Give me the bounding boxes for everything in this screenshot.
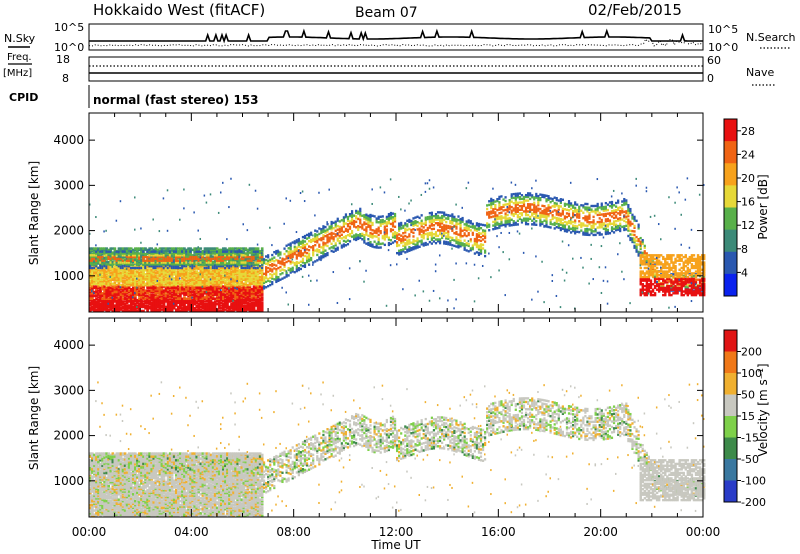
colorbar-swatch <box>724 163 737 186</box>
y-tick-label: 3000 <box>53 383 84 397</box>
colorbar-swatch <box>724 373 737 395</box>
colorbar-swatch <box>724 185 737 208</box>
x-tick-label: 00:00 <box>686 525 721 539</box>
colorbar-tick-label: 24 <box>741 148 755 161</box>
colorbar-swatch <box>724 459 737 481</box>
colorbar-tick-label: 200 <box>741 346 762 359</box>
colorbar-tick-label: 15 <box>741 410 755 423</box>
y-tick-label: 4000 <box>53 338 84 352</box>
y-tick-label: 1000 <box>53 269 84 283</box>
colorbar-swatch <box>724 141 737 164</box>
x-tick-label: 16:00 <box>481 525 516 539</box>
power-colorbar-label: Power [dB] <box>756 174 770 239</box>
x-axis-label: Time UT <box>370 538 421 552</box>
colorbar-swatch <box>724 352 737 374</box>
colorbar-swatch <box>724 274 737 297</box>
colorbar-swatch <box>724 230 737 253</box>
x-tick-label: 20:00 <box>583 525 618 539</box>
x-tick-label: 00:00 <box>72 525 107 539</box>
power-ylabel: Slant Range [km] <box>27 161 41 265</box>
nsearch-label: N.Search <box>746 31 796 44</box>
freq-panel <box>89 57 703 81</box>
cpid-label: CPID <box>9 91 38 104</box>
freq-tick-bottom: 8 <box>62 72 69 85</box>
nsearch-series <box>89 39 703 46</box>
nsky-label: N.Sky <box>4 32 36 45</box>
station-title: Hokkaido West (fitACF) <box>93 1 265 19</box>
power-colorbar: 4 8 12 16 20 24 28 <box>724 119 755 297</box>
colorbar-swatch <box>724 119 737 142</box>
colorbar-swatch <box>724 438 737 460</box>
colorbar-tick-label: -200 <box>741 496 766 509</box>
y-tick-label: 2000 <box>53 429 84 443</box>
freq-label: Freq. <box>7 52 32 63</box>
y-tick-label: 1000 <box>53 474 84 488</box>
y-tick-label: 4000 <box>53 133 84 147</box>
colorbar-swatch <box>724 208 737 231</box>
x-tick-label: 12:00 <box>379 525 414 539</box>
colorbar-tick-label: -100 <box>741 475 766 488</box>
date-label: 02/Feb/2015 <box>588 1 682 19</box>
colorbar-tick-label: 28 <box>741 125 755 138</box>
freq-tick-top: 18 <box>56 53 70 66</box>
colorbar-tick-label: 16 <box>741 196 755 209</box>
nave-label: Nave <box>746 66 774 79</box>
nsky-series <box>89 31 703 41</box>
colorbar-tick-label: 4 <box>741 266 748 279</box>
x-tick-labels: 00:00 04:00 08:00 12:00 16:00 20:00 00:00 <box>72 525 721 539</box>
colorbar-tick-label: 50 <box>741 389 755 402</box>
velocity-colorbar-label: Velocity [m s⁻¹] <box>756 363 770 456</box>
colorbar-swatch <box>724 481 737 503</box>
freq-unit: [MHz] <box>3 68 32 79</box>
x-tick-label: 04:00 <box>174 525 209 539</box>
nave-tick-bottom: 0 <box>707 72 714 85</box>
colorbar-tick-label: 20 <box>741 172 755 185</box>
colorbar-swatch <box>724 252 737 275</box>
y-tick-label: 3000 <box>53 178 84 192</box>
y-tick-label: 2000 <box>53 224 84 238</box>
nsky-tick-top-left: 10^5 <box>54 21 84 34</box>
colorbar-tick-label: 8 <box>741 243 748 256</box>
nsky-tick-bottom-right: 10^0 <box>708 41 738 54</box>
colorbar-tick-label: 12 <box>741 219 755 232</box>
colorbar-swatch <box>724 330 737 352</box>
power-data-layer <box>89 177 705 312</box>
cpid-text: normal (fast stereo) 153 <box>93 93 259 107</box>
nsky-tick-top-right: 10^5 <box>708 23 738 36</box>
x-tick-label: 08:00 <box>276 525 311 539</box>
figure: Hokkaido West (fitACF) Beam 07 02/Feb/20… <box>0 0 800 554</box>
velocity-ylabel: Slant Range [km] <box>27 366 41 470</box>
nave-tick-top: 60 <box>707 54 721 67</box>
beam-label: Beam 07 <box>355 5 418 21</box>
colorbar-swatch <box>724 395 737 417</box>
velocity-data-layer <box>89 381 705 517</box>
colorbar-swatch <box>724 416 737 438</box>
